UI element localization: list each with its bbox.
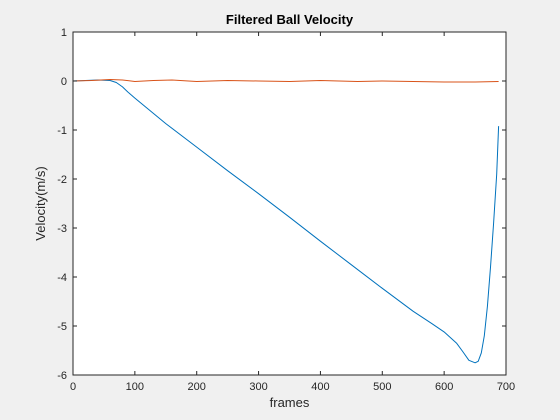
series-layer bbox=[72, 79, 500, 364]
x-tick-label: 0 bbox=[70, 381, 76, 393]
y-tick-label: -3 bbox=[57, 223, 67, 235]
x-tick-label: 300 bbox=[249, 381, 267, 393]
x-tick-label: 400 bbox=[311, 381, 329, 393]
x-tick-label: 500 bbox=[373, 381, 391, 393]
chart-title: Filtered Ball Velocity bbox=[226, 12, 354, 27]
x-axis-ticks: 0 100 200 300 400 500 600 700 bbox=[70, 32, 515, 393]
y-tick-label: -4 bbox=[57, 272, 67, 284]
y-tick-label: -2 bbox=[57, 174, 67, 186]
y-axis-label: Velocity(m/s) bbox=[33, 166, 48, 240]
series-line-2 bbox=[72, 79, 499, 83]
y-axis-ticks: -6 -5 -4 -3 -2 -1 0 1 bbox=[57, 27, 506, 382]
y-tick-label: -1 bbox=[57, 125, 67, 137]
series-line-1 bbox=[72, 79, 500, 364]
y-tick-label: 0 bbox=[61, 76, 67, 88]
plot-area bbox=[73, 32, 506, 375]
x-tick-label: 200 bbox=[188, 381, 206, 393]
x-tick-label: 600 bbox=[435, 381, 453, 393]
plot-border bbox=[72, 31, 507, 376]
x-tick-label: 100 bbox=[126, 381, 144, 393]
x-tick-label: 700 bbox=[497, 381, 515, 393]
x-axis-label: frames bbox=[270, 395, 310, 410]
y-tick-label: 1 bbox=[61, 27, 67, 39]
y-tick-label: -5 bbox=[57, 321, 67, 333]
y-tick-label: -6 bbox=[57, 370, 67, 382]
